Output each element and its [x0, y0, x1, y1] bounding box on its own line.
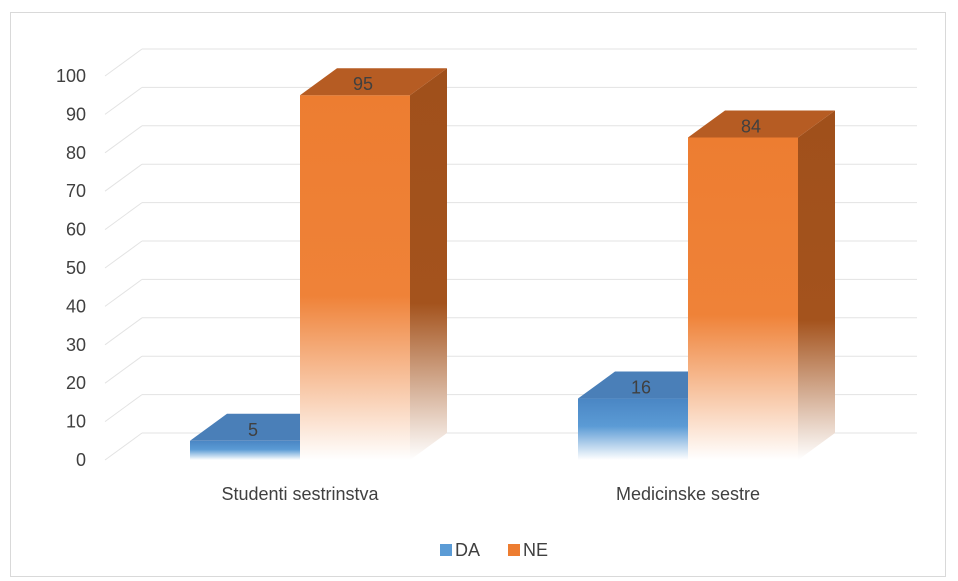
- y-tick-label: 100: [56, 66, 86, 86]
- bar-da: [578, 398, 688, 460]
- data-label: 16: [631, 378, 651, 398]
- gridline-slant: [104, 394, 143, 423]
- gridline-slant: [104, 355, 143, 384]
- x-axis: Studenti sestrinstva Medicinske sestre: [221, 484, 760, 504]
- bar-ne: [688, 137, 798, 460]
- y-tick-label: 80: [66, 143, 86, 163]
- gridline-slant: [104, 240, 143, 269]
- y-axis: 0 10 20 30 40 50 60 70 80 90 100: [56, 66, 86, 470]
- y-tick-label: 10: [66, 412, 86, 432]
- bar-side-ne: [410, 68, 447, 460]
- x-category-label: Studenti sestrinstva: [221, 484, 379, 504]
- data-labels: 5 95 16 84: [248, 74, 761, 440]
- legend-swatch-da: [440, 544, 452, 556]
- gridline-slant: [104, 86, 143, 115]
- y-tick-label: 70: [66, 181, 86, 201]
- y-tick-label: 50: [66, 258, 86, 278]
- bars: [190, 68, 835, 460]
- bar-ne: [300, 95, 410, 460]
- bar-top-ne: [300, 68, 447, 96]
- bar-top-ne: [688, 110, 835, 138]
- y-tick-label: 40: [66, 296, 86, 316]
- gridline-slant: [104, 317, 143, 346]
- data-label: 5: [248, 420, 258, 440]
- legend-label-ne: NE: [523, 540, 548, 560]
- legend-label-da: DA: [455, 540, 480, 560]
- gridline-slant: [104, 163, 143, 192]
- y-tick-label: 30: [66, 335, 86, 355]
- y-tick-label: 0: [76, 450, 86, 470]
- legend: DA NE: [440, 540, 548, 560]
- y-tick-label: 60: [66, 220, 86, 240]
- data-label: 84: [741, 116, 761, 136]
- gridline-slant: [104, 125, 143, 154]
- legend-swatch-ne: [508, 544, 520, 556]
- bar-side-ne: [798, 110, 835, 460]
- x-category-label: Medicinske sestre: [616, 484, 760, 504]
- gridline-slant: [104, 432, 143, 461]
- gridline-slant: [104, 278, 143, 307]
- gridline-slant: [104, 48, 143, 77]
- y-tick-label: 90: [66, 104, 86, 124]
- y-tick-label: 20: [66, 373, 86, 393]
- data-label: 95: [353, 74, 373, 94]
- bar-da: [190, 440, 300, 460]
- gridline-slant: [104, 202, 143, 231]
